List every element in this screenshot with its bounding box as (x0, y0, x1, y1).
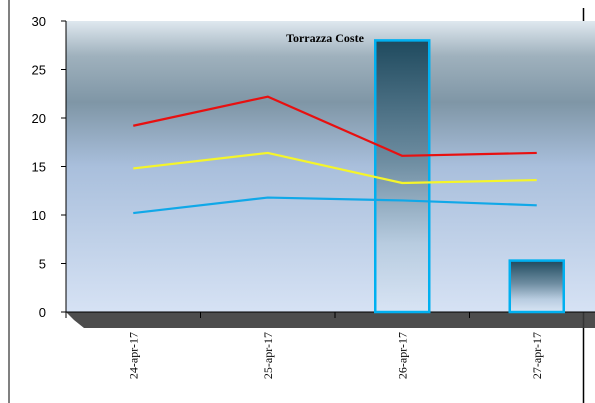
bar (374, 39, 431, 314)
x-tick-label: 27-apr-17 (530, 332, 544, 379)
y-tick-label: 20 (32, 111, 46, 126)
y-tick-label: 5 (39, 257, 46, 272)
y-ticks: 0 5 10 15 20 25 30 (32, 14, 66, 320)
plot-shadow (66, 312, 595, 328)
y-tick-label: 30 (32, 14, 46, 29)
bars (374, 39, 565, 314)
series-lines (133, 95, 537, 215)
x-tick-label: 26-apr-17 (395, 332, 409, 379)
bar (508, 259, 565, 314)
x-ticks: 24-apr-17 25-apr-17 26-apr-17 27-apr-17 (65, 312, 544, 379)
x-tick-label: 24-apr-17 (126, 332, 140, 379)
series-line (133, 196, 537, 215)
chart-title: Torrazza Coste (286, 31, 365, 45)
y-tick-label: 0 (39, 305, 46, 320)
y-tick-label: 10 (32, 208, 46, 223)
y-tick-label: 25 (32, 63, 46, 78)
y-tick-label: 15 (32, 160, 46, 175)
x-tick-label: 25-apr-17 (261, 332, 275, 379)
series-line (133, 95, 537, 157)
series-line (133, 151, 537, 185)
